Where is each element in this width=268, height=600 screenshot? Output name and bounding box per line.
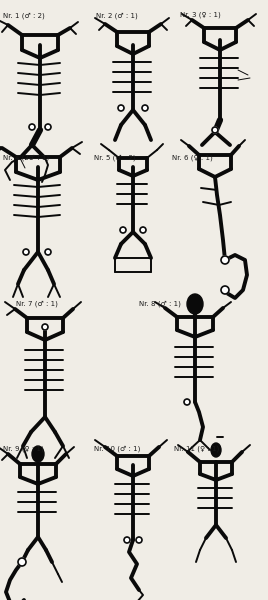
Text: Nr. 8 (♂ : 1): Nr. 8 (♂ : 1) bbox=[139, 300, 181, 307]
Text: Nr. 3 (♀ : 1): Nr. 3 (♀ : 1) bbox=[180, 12, 220, 19]
Ellipse shape bbox=[32, 446, 44, 462]
Text: Nr. 9 (♀ : 1): Nr. 9 (♀ : 1) bbox=[3, 445, 43, 452]
Circle shape bbox=[120, 227, 126, 233]
Circle shape bbox=[184, 399, 190, 405]
Circle shape bbox=[136, 537, 142, 543]
Circle shape bbox=[45, 249, 51, 255]
Circle shape bbox=[124, 537, 130, 543]
Ellipse shape bbox=[187, 294, 203, 314]
Text: Nr. 1 (♂ : 2): Nr. 1 (♂ : 2) bbox=[3, 12, 44, 19]
Circle shape bbox=[45, 124, 51, 130]
Circle shape bbox=[29, 124, 35, 130]
Ellipse shape bbox=[211, 443, 221, 457]
Text: Nr. 7 (♂ : 1): Nr. 7 (♂ : 1) bbox=[16, 300, 58, 307]
Text: Nr. 11 (♀ : 1): Nr. 11 (♀ : 1) bbox=[174, 445, 219, 452]
Circle shape bbox=[18, 558, 26, 566]
Text: Nr. 4 (2♂ : 1): Nr. 4 (2♂ : 1) bbox=[3, 155, 49, 161]
Text: Nr. 2 (♂ : 1): Nr. 2 (♂ : 1) bbox=[96, 12, 138, 19]
Text: Nr. 5 (♂ : 2): Nr. 5 (♂ : 2) bbox=[94, 155, 135, 161]
Circle shape bbox=[142, 105, 148, 111]
Circle shape bbox=[221, 256, 229, 264]
Circle shape bbox=[221, 286, 229, 294]
Circle shape bbox=[23, 249, 29, 255]
Circle shape bbox=[212, 127, 218, 133]
Text: Nr. 10 (♂ : 1): Nr. 10 (♂ : 1) bbox=[94, 445, 140, 452]
Circle shape bbox=[118, 105, 124, 111]
Circle shape bbox=[140, 227, 146, 233]
Circle shape bbox=[42, 324, 48, 330]
Text: Nr. 6 (♀ : 1): Nr. 6 (♀ : 1) bbox=[172, 155, 212, 161]
